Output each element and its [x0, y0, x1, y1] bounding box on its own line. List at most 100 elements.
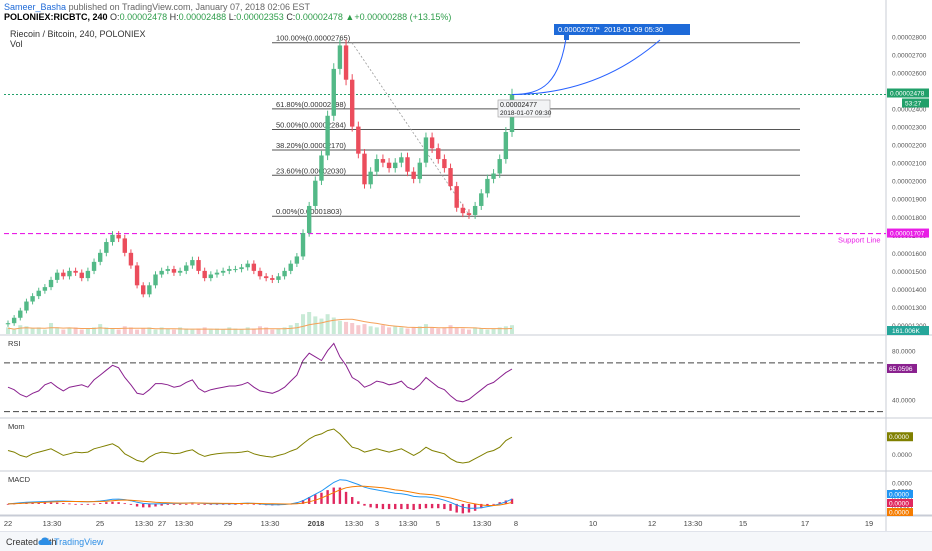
publish-header: Sameer_Basha published on TradingView.co… [4, 2, 310, 12]
author-link[interactable]: Sameer_Basha [4, 2, 67, 12]
macd-histogram-bar [510, 498, 514, 504]
time-tick-label: 17 [801, 519, 809, 528]
price-tick-label: 0.00001800 [892, 215, 927, 222]
macd-histogram-bar [197, 503, 200, 505]
volume-bar [221, 329, 226, 334]
high-label: H: [169, 12, 179, 22]
candle-body [380, 159, 386, 163]
macd-histogram-bar [332, 487, 335, 504]
change-value: +0.00000288 (+13.15%) [354, 12, 452, 22]
volume-bar [258, 326, 262, 334]
macd-histogram-bar [369, 503, 372, 508]
volume-bar [85, 328, 90, 334]
rsi-value-tag [887, 363, 917, 373]
volume-bar [344, 321, 349, 334]
candle-body [454, 186, 459, 208]
rsi-line [7, 342, 513, 403]
candle-body [220, 270, 226, 273]
publish-info: published on TradingView.com, January 07… [68, 2, 311, 12]
candle-body [184, 265, 189, 271]
candle-body [386, 162, 392, 169]
crosshair-time: 2018-01-07 09:30 [500, 110, 552, 117]
macd-histogram-bar [387, 503, 391, 510]
candle-body [460, 207, 466, 214]
candle-body [54, 272, 60, 280]
volume-bar [362, 324, 367, 334]
price-tick-label: 0.00001300 [892, 305, 927, 312]
candle-body [319, 155, 324, 181]
chart-canvas[interactable]: 100.00%(0.00002765)61.80%(0.00002398)50.… [0, 0, 932, 531]
high-value: 0.00002488 [178, 12, 227, 22]
close-label: C: [286, 12, 296, 22]
volume-bar [319, 318, 324, 334]
chart-background [0, 0, 932, 531]
price-tick-label: 0.00002100 [892, 161, 927, 168]
candle-body [479, 193, 484, 206]
fib-level-label: 38.20%(0.00002170) [276, 141, 347, 150]
macd-histogram-bar [240, 503, 243, 505]
macd-histogram-bar [80, 503, 83, 505]
volume-bar [411, 327, 416, 334]
candle-body [18, 310, 23, 318]
macd-value-tag-text: 0.0000 [889, 510, 909, 517]
volume-bar [159, 327, 164, 334]
candle-body [128, 252, 134, 266]
macd-histogram-bar [252, 503, 256, 505]
volume-bar [276, 328, 281, 334]
volume-bar [239, 329, 244, 334]
volume-bar [337, 320, 342, 334]
macd-histogram-bar [166, 503, 170, 505]
volume-ma-line [7, 318, 513, 330]
macd-histogram-bar [178, 503, 182, 505]
candle-body [24, 301, 29, 311]
volume-bar [18, 325, 23, 334]
support-price-tag-text: 0.00001707 [890, 231, 925, 238]
macd-histogram-bar [357, 501, 360, 504]
candle-body [5, 323, 11, 325]
time-tick-label: 13:30 [345, 519, 364, 528]
footer-bar: Created with TradingView [0, 531, 932, 551]
candle-body [61, 272, 66, 277]
macd-histogram-bar [55, 502, 59, 504]
volume-bar [73, 327, 78, 334]
macd-histogram-bar [498, 502, 501, 504]
candle-body [368, 171, 373, 185]
projection-anchor-marker[interactable] [564, 35, 569, 40]
candle-body [411, 171, 416, 179]
candle-body [153, 274, 158, 286]
volume-bar [135, 329, 140, 334]
macd-value-tag [887, 499, 913, 507]
volume-bar [67, 328, 72, 334]
low-value: 0.00002353 [236, 12, 284, 22]
fib-level-label: 50.00%(0.00002284) [276, 120, 347, 129]
price-tick-label: 0.00002400 [892, 107, 927, 114]
rsi-value-tag-text: 65.0596 [889, 366, 913, 373]
macd-histogram-bar [154, 503, 157, 507]
candle-body [399, 157, 404, 163]
candle-body [208, 274, 214, 279]
tradingview-brand-link[interactable]: TradingView [54, 537, 104, 547]
macd-histogram-bar [381, 503, 385, 510]
macd-histogram-bar [209, 503, 213, 505]
mom-title: Mom [8, 422, 25, 431]
open-label: O: [110, 12, 120, 22]
candle-body [491, 173, 496, 179]
macd-histogram-bar [455, 503, 458, 513]
macd-histogram-bar [437, 503, 440, 509]
candle-body [30, 296, 35, 302]
tradingview-cloud-icon [38, 537, 52, 545]
time-tick-label: 13:30 [261, 519, 280, 528]
macd-histogram-bar [105, 502, 108, 504]
volume-bar [202, 327, 207, 334]
candle-body [11, 317, 17, 324]
candle-body [276, 276, 281, 280]
time-tick-label: 29 [224, 519, 232, 528]
macd-histogram-bar [326, 490, 329, 504]
rsi-title: RSI [8, 339, 21, 348]
time-tick-label: 15 [739, 519, 747, 528]
candle-body [417, 162, 423, 179]
macd-histogram-bar [86, 503, 90, 505]
time-tick-label: 5 [436, 519, 440, 528]
candle-body [423, 137, 429, 163]
macd-histogram-bar [135, 503, 139, 507]
